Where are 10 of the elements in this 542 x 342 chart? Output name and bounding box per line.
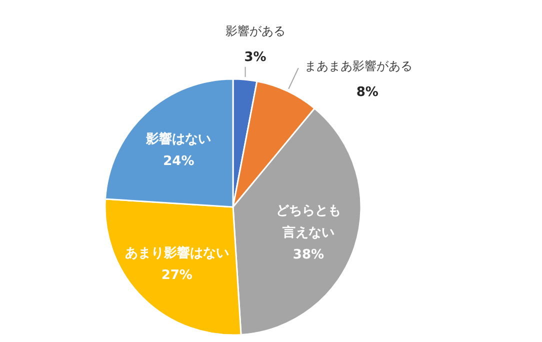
slice-label: どちらとも言えない — [276, 204, 341, 241]
data-label: 24% — [163, 154, 194, 170]
data-label: 27% — [161, 268, 192, 284]
slice-label: あまり影響はない — [124, 245, 229, 262]
data-label: 38% — [292, 248, 324, 263]
slice-label: 影響がある — [225, 24, 286, 38]
data-label: 3% — [244, 50, 266, 65]
slice-label: 影響はない — [145, 131, 212, 148]
data-label: 8% — [356, 85, 378, 100]
slice-label: まあまあ影響がある — [304, 59, 412, 74]
